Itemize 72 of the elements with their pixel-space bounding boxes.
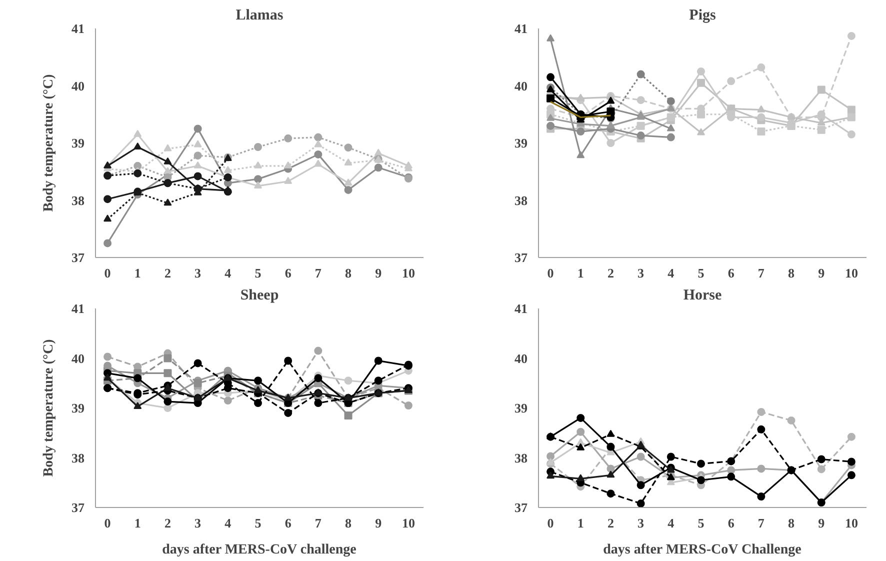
x-tick-label: 3	[638, 266, 645, 280]
x-tick-label: 5	[254, 266, 262, 280]
x-tick-label: 3	[194, 266, 202, 280]
x-tick-label: 5	[698, 516, 705, 530]
x-tick-label: 1	[577, 266, 584, 280]
x-tick-label: 4	[224, 516, 232, 530]
x-tick-label: 10	[402, 266, 415, 280]
x-tick-label: 2	[607, 516, 614, 530]
x-tick-label: 6	[284, 516, 292, 530]
x-tick-label: 4	[668, 266, 675, 280]
y-tick-label: 40	[72, 350, 84, 366]
x-tick-label: 9	[818, 266, 826, 280]
x-tick-label: 1	[577, 516, 584, 530]
y-tick-label: 40	[514, 350, 528, 366]
x-tick-label: 0	[104, 516, 111, 530]
x-tick-label: 9	[375, 516, 382, 530]
y-tick-label: 39	[514, 136, 528, 150]
x-tick-label: 10	[844, 266, 858, 280]
x-tick-label: 7	[314, 266, 322, 280]
y-tick-label: 39	[514, 400, 528, 416]
x-axis-title: days after MERS-CoV challenge	[162, 542, 356, 558]
x-tick-label: 8	[788, 266, 796, 280]
x-tick-label: 4	[224, 266, 232, 280]
x-tick-label: 8	[788, 516, 796, 530]
y-tick-label: 41	[72, 301, 84, 316]
x-tick-label: 6	[728, 516, 735, 530]
y-tick-label: 41	[514, 301, 528, 316]
x-axis-title: days after MERS-CoV Challenge	[603, 542, 802, 558]
x-tick-label: 7	[314, 516, 322, 530]
x-tick-label: 4	[668, 516, 675, 530]
x-tick-label: 6	[728, 266, 735, 280]
x-tick-label: 1	[134, 266, 141, 280]
y-tick-label: 37	[72, 500, 85, 515]
x-tick-label: 9	[818, 516, 826, 530]
x-tick-label: 8	[345, 516, 352, 530]
y-tick-label: 40	[514, 78, 528, 94]
x-tick-label: 2	[164, 516, 171, 530]
x-tick-label: 9	[375, 266, 382, 280]
y-axis-title: Body temperature (°C)	[42, 338, 56, 477]
x-tick-label: 7	[758, 516, 765, 530]
y-tick-label: 39	[72, 136, 85, 150]
x-tick-label: 0	[547, 266, 554, 280]
x-tick-label: 6	[284, 266, 292, 280]
x-tick-label: 5	[254, 516, 262, 530]
x-tick-label: 0	[547, 516, 554, 530]
x-tick-label: 10	[402, 516, 415, 530]
y-tick-label: 38	[514, 450, 528, 466]
x-tick-label: 3	[194, 516, 202, 530]
x-tick-label: 10	[844, 516, 858, 530]
y-tick-label: 38	[514, 192, 528, 208]
x-tick-label: 0	[104, 266, 111, 280]
x-tick-label: 3	[638, 516, 645, 530]
y-tick-label: 39	[72, 400, 85, 416]
y-tick-label: 41	[514, 21, 528, 36]
y-tick-label: 37	[72, 250, 85, 265]
y-tick-label: 37	[514, 250, 528, 265]
chart-title: Llamas	[236, 8, 284, 24]
chart-title: Sheep	[240, 288, 279, 304]
x-tick-label: 8	[345, 266, 352, 280]
y-tick-label: 38	[72, 450, 85, 466]
y-tick-label: 37	[514, 500, 528, 515]
y-tick-label: 38	[72, 192, 85, 208]
y-tick-label: 41	[72, 21, 84, 36]
chart-title: Horse	[683, 288, 722, 304]
y-axis-title: Body temperature (°C)	[42, 74, 56, 212]
x-tick-label: 2	[164, 266, 171, 280]
x-tick-label: 5	[698, 266, 705, 280]
x-tick-label: 2	[607, 266, 614, 280]
y-tick-label: 40	[72, 78, 84, 94]
x-tick-label: 7	[758, 266, 765, 280]
chart-title: Pigs	[689, 8, 716, 24]
x-tick-label: 1	[134, 516, 141, 530]
